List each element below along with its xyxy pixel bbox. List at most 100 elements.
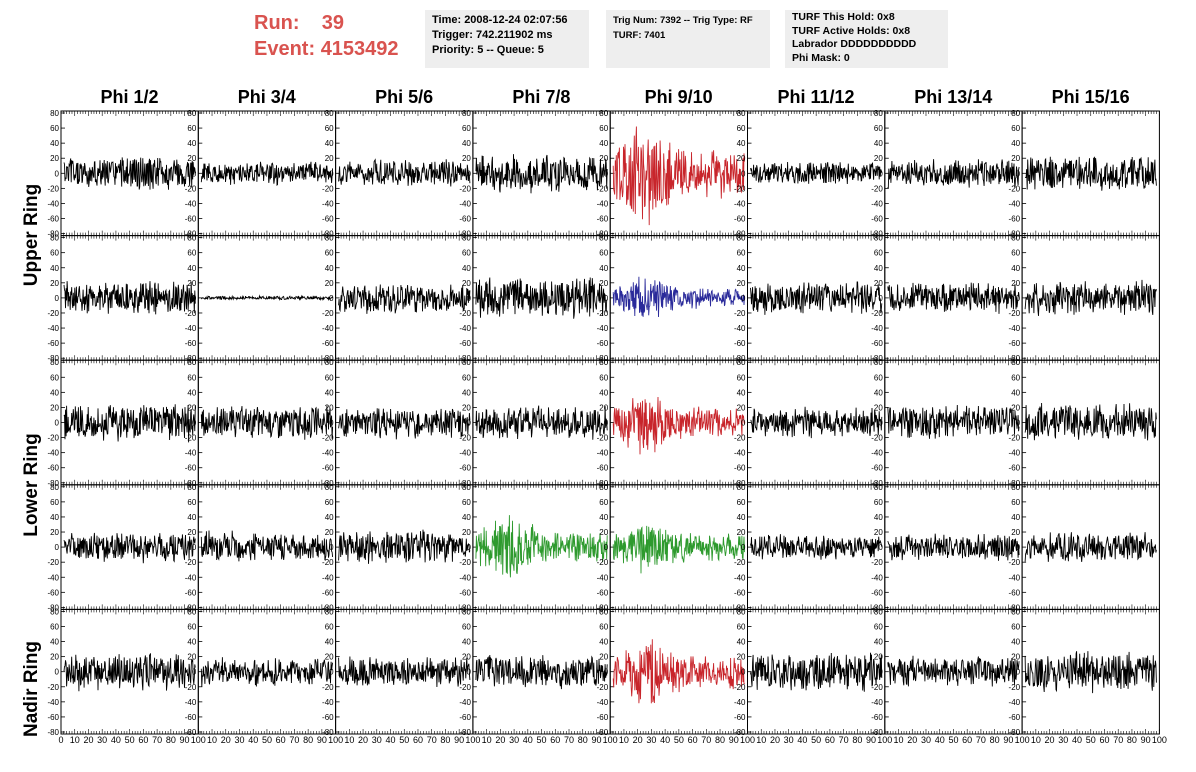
waveform-series xyxy=(63,281,196,315)
y-tick-label: 20 xyxy=(325,653,334,662)
waveform-series xyxy=(63,532,196,564)
x-tick-label: 40 xyxy=(111,735,121,745)
x-tick-label: 10 xyxy=(482,735,492,745)
y-tick-label: -40 xyxy=(459,573,471,582)
y-tick-label: -40 xyxy=(322,449,334,458)
y-tick-label: 20 xyxy=(462,653,471,662)
y-tick-label: 40 xyxy=(187,638,196,647)
y-tick-label: -20 xyxy=(597,309,609,318)
column-header-1: Phi 1/2 xyxy=(100,87,159,107)
y-tick-label: -60 xyxy=(322,339,334,348)
y-tick-label: 40 xyxy=(462,513,471,522)
y-tick-label: 20 xyxy=(1011,279,1020,288)
y-tick-label: -40 xyxy=(597,324,609,333)
x-tick-label: 0 xyxy=(58,735,63,745)
y-tick-label: -80 xyxy=(459,603,471,612)
waveform-series xyxy=(338,284,471,314)
y-tick-label: 20 xyxy=(325,403,334,412)
y-tick-label: 40 xyxy=(599,638,608,647)
panel-r1-c5: 80 60 40 20 0 -20 -40 -60 -80 xyxy=(597,109,749,239)
y-tick-label: 0 xyxy=(329,668,334,677)
waveform-series xyxy=(1024,402,1157,441)
y-tick-label: 0 xyxy=(741,668,746,677)
waveform-series xyxy=(200,530,334,562)
waveform-series xyxy=(338,529,471,564)
turf-text: TURF: 7401 xyxy=(613,30,666,41)
y-tick-label: 40 xyxy=(50,264,59,273)
y-tick-label: 40 xyxy=(325,513,334,522)
panel-r2-c6: 80 60 40 20 0 -20 -40 -60 -80 xyxy=(734,234,886,363)
y-tick-label: 60 xyxy=(50,124,59,133)
y-tick-label: -80 xyxy=(459,354,471,363)
x-tick-label: 20 xyxy=(633,735,643,745)
y-tick-label: 40 xyxy=(325,638,334,647)
y-tick-label: 0 xyxy=(878,419,883,428)
x-tick-label: 40 xyxy=(248,735,258,745)
y-tick-label: 0 xyxy=(55,169,60,178)
y-tick-label: -20 xyxy=(871,309,883,318)
y-tick-label: -20 xyxy=(459,558,471,567)
y-tick-label: -80 xyxy=(1009,728,1021,737)
x-tick-label: 30 xyxy=(372,735,382,745)
y-tick-label: 40 xyxy=(462,638,471,647)
y-tick-label: 40 xyxy=(599,139,608,148)
y-tick-label: -40 xyxy=(597,698,609,707)
panel-r5-c4: 80 60 40 20 0 -20 -40 -60 -80 xyxy=(459,607,611,737)
waveform-series xyxy=(475,277,608,319)
y-tick-label: -80 xyxy=(322,603,334,612)
y-tick-label: -80 xyxy=(871,354,883,363)
y-tick-label: -80 xyxy=(459,479,471,488)
y-tick-label: 0 xyxy=(329,419,334,428)
y-tick-label: -60 xyxy=(871,215,883,224)
panel-r5-c8: 80 60 40 20 0 -20 -40 -60 -80 xyxy=(1009,607,1160,737)
y-tick-label: -60 xyxy=(734,339,746,348)
y-tick-label: -60 xyxy=(185,588,197,597)
y-tick-label: -80 xyxy=(322,728,334,737)
y-tick-label: 0 xyxy=(329,543,334,552)
x-tick-label: 80 xyxy=(166,735,176,745)
y-tick-label: 20 xyxy=(462,154,471,163)
y-tick-label: -20 xyxy=(597,558,609,567)
y-tick-label: -40 xyxy=(734,573,746,582)
y-tick-label: 40 xyxy=(1011,388,1020,397)
y-tick-label: 40 xyxy=(599,388,608,397)
y-tick-label: -40 xyxy=(871,199,883,208)
y-tick-label: 0 xyxy=(55,294,60,303)
y-tick-label: -60 xyxy=(322,588,334,597)
y-tick-label: -60 xyxy=(1009,339,1021,348)
x-tick-label: 60 xyxy=(413,735,423,745)
panel-r2-c5: 80 60 40 20 0 -20 -40 -60 -80 xyxy=(597,234,749,363)
waveform-series xyxy=(750,534,883,560)
y-tick-label: -40 xyxy=(1009,199,1021,208)
y-tick-label: 20 xyxy=(599,528,608,537)
y-tick-label: -80 xyxy=(597,479,609,488)
y-tick-label: -40 xyxy=(597,199,609,208)
x-tick-label: 70 xyxy=(427,735,437,745)
y-tick-label: -40 xyxy=(871,324,883,333)
y-tick-label: 20 xyxy=(1011,154,1020,163)
y-tick-label: 20 xyxy=(874,154,883,163)
y-tick-label: 40 xyxy=(462,139,471,148)
y-tick-label: 0 xyxy=(741,294,746,303)
y-tick-label: 80 xyxy=(187,483,196,492)
x-tick-label: 50 xyxy=(674,735,684,745)
y-tick-label: 40 xyxy=(187,264,196,273)
y-tick-label: 40 xyxy=(187,139,196,148)
x-tick-label: 50 xyxy=(125,735,135,745)
y-tick-label: 0 xyxy=(329,169,334,178)
y-tick-label: 80 xyxy=(737,109,746,118)
y-tick-label: 60 xyxy=(462,249,471,258)
y-tick-label: 20 xyxy=(462,528,471,537)
y-tick-label: 20 xyxy=(187,528,196,537)
y-tick-label: -20 xyxy=(322,434,334,443)
y-tick-label: 40 xyxy=(874,264,883,273)
waveform-series xyxy=(338,158,471,187)
y-tick-label: -20 xyxy=(322,558,334,567)
y-tick-label: -40 xyxy=(1009,573,1021,582)
waveform-series xyxy=(612,639,745,704)
y-tick-label: 60 xyxy=(50,373,59,382)
y-tick-label: -80 xyxy=(1009,479,1021,488)
y-tick-label: 40 xyxy=(462,388,471,397)
y-tick-label: -20 xyxy=(459,434,471,443)
y-tick-label: -40 xyxy=(185,449,197,458)
